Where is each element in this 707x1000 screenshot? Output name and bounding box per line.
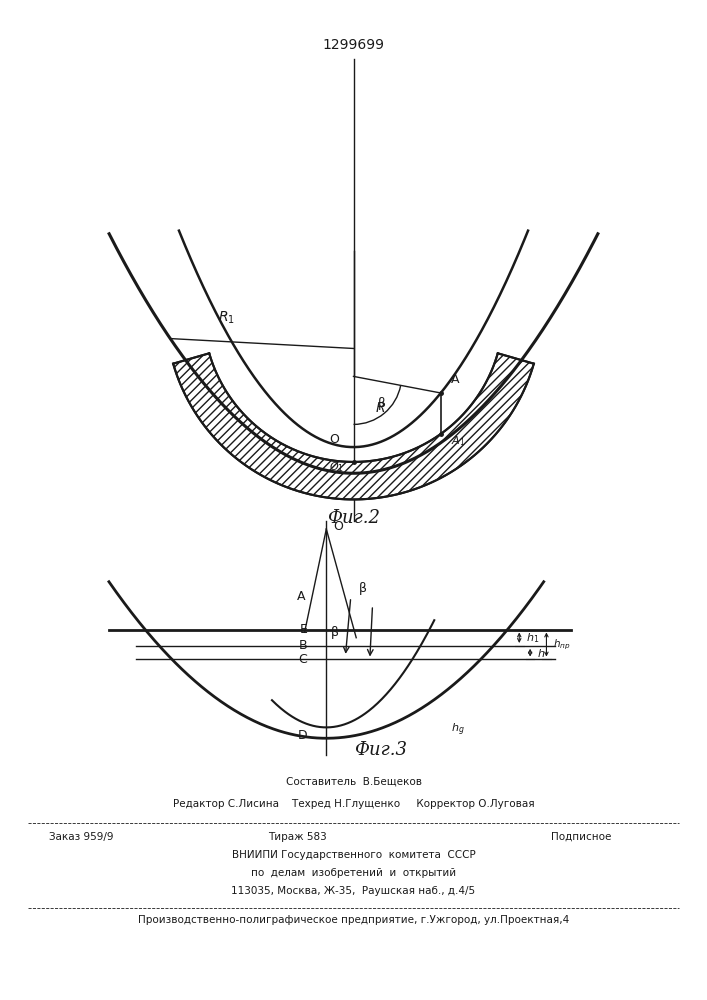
Text: ВНИИПИ Государственного  комитета  СССР: ВНИИПИ Государственного комитета СССР: [232, 850, 475, 860]
Text: β: β: [331, 626, 339, 639]
Text: Редактор С.Лисина    Техред Н.Глущенко     Корректор О.Луговая: Редактор С.Лисина Техред Н.Глущенко Корр…: [173, 799, 534, 809]
Text: β: β: [378, 397, 386, 410]
Text: Фиг.3: Фиг.3: [354, 741, 407, 759]
Text: $A_1$: $A_1$: [451, 434, 466, 448]
Polygon shape: [173, 353, 534, 499]
Text: Производственно-полиграфическое предприятие, г.Ужгород, ул.Проектная,4: Производственно-полиграфическое предприя…: [138, 915, 569, 925]
Text: Составитель  В.Бещеков: Составитель В.Бещеков: [286, 777, 421, 787]
Text: $h_g$: $h_g$: [451, 722, 465, 738]
Text: E: E: [300, 623, 308, 636]
Text: Заказ 959/9: Заказ 959/9: [49, 832, 114, 842]
Text: по  делам  изобретений  и  открытий: по делам изобретений и открытий: [251, 868, 456, 878]
Text: 113035, Москва, Ж-35,  Раушская наб., д.4/5: 113035, Москва, Ж-35, Раушская наб., д.4…: [231, 886, 476, 896]
Text: C: C: [298, 653, 308, 666]
Text: B: B: [298, 639, 308, 652]
Text: $h_1$: $h_1$: [526, 631, 539, 645]
Text: Фиг.2: Фиг.2: [327, 509, 380, 527]
Text: A: A: [296, 590, 305, 603]
Text: O: O: [333, 520, 343, 533]
Text: $R_1$: $R_1$: [218, 310, 235, 326]
Text: O: O: [329, 433, 339, 446]
Text: Тираж 583: Тираж 583: [267, 832, 327, 842]
Text: D: D: [298, 729, 308, 742]
Text: Подписное: Подписное: [551, 832, 612, 842]
Text: β: β: [359, 582, 367, 595]
Text: 1299699: 1299699: [322, 38, 385, 52]
Text: $O_1$: $O_1$: [329, 461, 344, 474]
Text: $h$: $h$: [537, 647, 545, 659]
Text: A: A: [451, 373, 460, 386]
Text: $R$: $R$: [375, 401, 385, 415]
Text: $h_{пр}$: $h_{пр}$: [553, 637, 571, 652]
